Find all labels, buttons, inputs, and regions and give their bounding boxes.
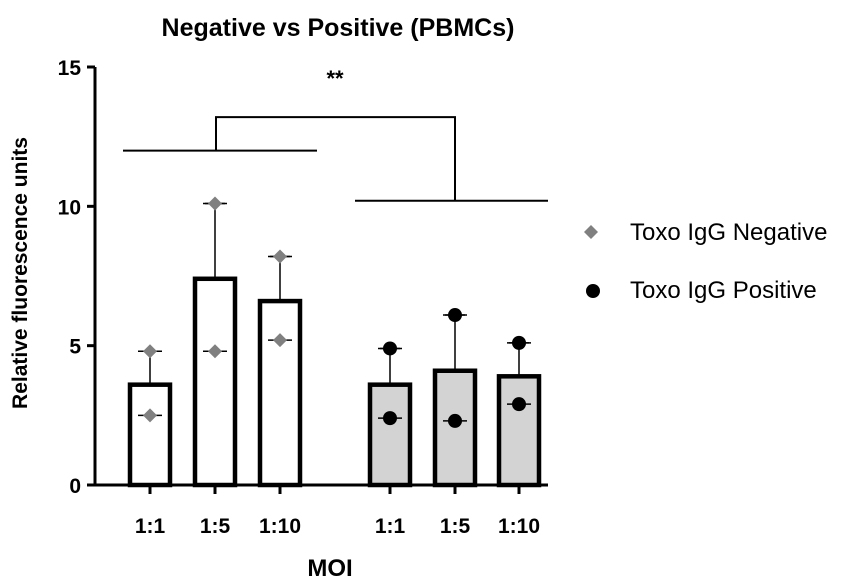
bar	[367, 382, 413, 488]
x-tick-label: 1:5	[440, 515, 471, 538]
data-point-diamond	[143, 408, 157, 423]
y-tick-label: 0	[69, 475, 81, 498]
y-tick-label: 15	[58, 57, 82, 80]
legend-marker-circle	[586, 284, 600, 298]
x-tick-label: 1:1	[375, 515, 406, 538]
y-tick-label: 10	[58, 196, 81, 219]
x-tick-label: 1:1	[135, 515, 166, 538]
data-point-circle	[448, 308, 462, 323]
data-points	[138, 196, 531, 428]
bars	[127, 276, 542, 488]
bar	[496, 374, 542, 488]
x-tick-label: 1:10	[259, 515, 301, 538]
legend: Toxo IgG Negative Toxo IgG Positive	[584, 219, 827, 304]
data-point-diamond	[208, 344, 222, 359]
legend-marker-diamond	[584, 225, 598, 239]
legend-label-negative: Toxo IgG Negative	[630, 219, 827, 246]
axes: 0 5 10 15 1:1 1:5 1:10 1:1 1:5 1:10	[58, 57, 548, 538]
x-axis-label: MOI	[307, 555, 352, 582]
significance-bracket: **	[123, 66, 548, 202]
y-tick-label: 5	[69, 336, 81, 359]
data-point-diamond	[273, 333, 287, 348]
bar	[192, 276, 238, 488]
data-point-circle	[512, 397, 526, 412]
x-tick-label: 1:10	[498, 515, 540, 538]
data-point-diamond	[143, 344, 157, 359]
significance-label: **	[326, 66, 344, 91]
x-tick-label: 1:5	[200, 515, 231, 538]
legend-label-positive: Toxo IgG Positive	[630, 277, 817, 304]
connector-bracket	[215, 116, 456, 201]
y-axis-label: Relative fluorescence units	[9, 137, 32, 409]
data-point-diamond	[208, 196, 222, 211]
bar	[257, 298, 303, 488]
chart-title: Negative vs Positive (PBMCs)	[162, 14, 515, 42]
data-point-circle	[383, 341, 397, 356]
data-point-circle	[383, 411, 397, 426]
data-point-circle	[448, 413, 462, 428]
bar	[127, 382, 173, 488]
data-point-circle	[512, 335, 526, 350]
data-point-diamond	[273, 249, 287, 264]
legend-item-negative: Toxo IgG Negative	[584, 219, 827, 246]
legend-item-positive: Toxo IgG Positive	[586, 277, 817, 304]
